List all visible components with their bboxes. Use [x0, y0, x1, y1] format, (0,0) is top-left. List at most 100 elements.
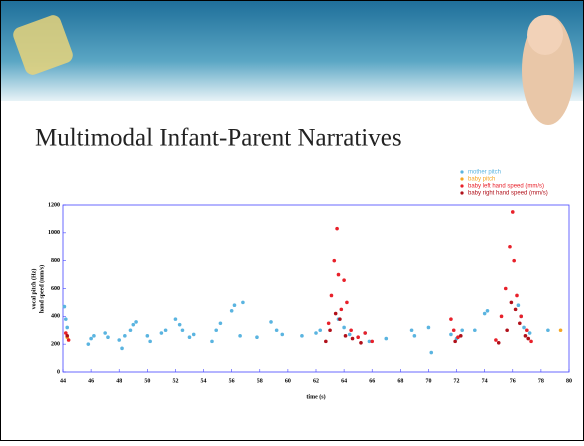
legend-label: baby pitch [468, 177, 495, 183]
point [473, 328, 477, 332]
x-tick-label: 60 [285, 378, 291, 384]
point [460, 328, 464, 332]
baby-head [527, 15, 563, 55]
point [318, 328, 322, 332]
point [238, 334, 242, 338]
point [452, 328, 456, 332]
point [219, 321, 223, 325]
point [526, 337, 530, 341]
x-axis-label: time (s) [306, 393, 325, 400]
legend-marker [460, 184, 463, 187]
point [178, 323, 182, 327]
point [338, 317, 342, 321]
point [160, 331, 164, 335]
point [384, 337, 388, 341]
point [410, 328, 414, 332]
point [483, 312, 487, 316]
x-tick-label: 70 [425, 378, 431, 384]
point [210, 340, 214, 344]
point [328, 328, 332, 332]
header-banner [1, 1, 583, 101]
point [87, 342, 91, 346]
point [449, 317, 453, 321]
x-tick-label: 50 [144, 378, 150, 384]
point [518, 321, 522, 325]
point [429, 351, 433, 355]
point [129, 328, 133, 332]
legend-label: mother pitch [468, 170, 501, 176]
x-tick-label: 66 [369, 378, 375, 384]
point [67, 338, 71, 342]
point [337, 273, 341, 277]
x-tick-label: 72 [454, 378, 460, 384]
x-tick-label: 54 [201, 378, 207, 384]
y-axis-label: hand speed (mm/s) [38, 265, 45, 313]
point [348, 333, 352, 337]
point [514, 308, 518, 312]
point [359, 341, 363, 345]
point [241, 301, 245, 305]
point [117, 338, 121, 342]
point [508, 245, 512, 249]
point [559, 328, 563, 332]
point [300, 334, 304, 338]
point [342, 278, 346, 282]
point [330, 294, 334, 298]
point [522, 326, 526, 330]
x-tick-label: 78 [538, 378, 544, 384]
point [327, 321, 331, 325]
point [230, 309, 234, 313]
y-tick-label: 0 [57, 369, 60, 375]
slide: Multimodal Infant-Parent Narratives time… [0, 0, 584, 441]
point [528, 331, 532, 335]
point [164, 328, 168, 332]
point [332, 259, 336, 263]
x-tick-label: 56 [229, 378, 235, 384]
legend-label: baby left hand speed (mm/s) [468, 184, 544, 190]
point [413, 334, 417, 338]
point [515, 294, 519, 298]
point [370, 340, 374, 344]
y-tick-label: 1000 [48, 230, 60, 236]
point [106, 335, 110, 339]
point [148, 340, 152, 344]
point [342, 326, 346, 330]
slide-title: Multimodal Infant-Parent Narratives [35, 125, 402, 152]
point [500, 315, 504, 319]
y-tick-label: 200 [51, 342, 60, 348]
point [324, 340, 328, 344]
point [174, 317, 178, 321]
point [529, 340, 533, 344]
point [103, 331, 107, 335]
x-tick-label: 58 [257, 378, 263, 384]
y-tick-label: 800 [51, 258, 60, 264]
legend-marker [460, 177, 463, 180]
point [188, 335, 192, 339]
point [546, 328, 550, 332]
point [356, 335, 360, 339]
point [497, 341, 501, 345]
point [351, 337, 355, 341]
point [344, 334, 348, 338]
point [524, 334, 528, 338]
point [123, 334, 127, 338]
y-tick-label: 400 [51, 314, 60, 320]
point [512, 259, 516, 263]
point [192, 333, 196, 337]
point [314, 331, 318, 335]
legend-marker [460, 191, 463, 194]
legend-label: baby right hand speed (mm/s) [468, 191, 548, 197]
legend-marker [460, 170, 463, 173]
point [505, 328, 509, 332]
x-tick-label: 64 [341, 378, 347, 384]
point [233, 303, 237, 307]
point [134, 320, 138, 324]
point [504, 287, 508, 291]
x-tick-label: 52 [172, 378, 178, 384]
point [92, 334, 96, 338]
point [280, 333, 284, 337]
point [486, 309, 490, 313]
y-tick-label: 1200 [48, 202, 60, 208]
point [511, 210, 515, 214]
point [340, 308, 344, 312]
